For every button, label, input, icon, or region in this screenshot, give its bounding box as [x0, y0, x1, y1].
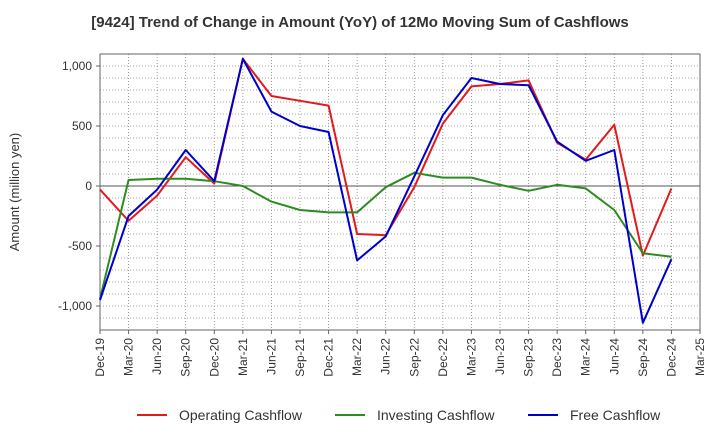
x-axis: Dec-19 Mar-20 Jun-20 Sep-20 Dec-20 Mar-21 Jun-…: [93, 330, 707, 377]
x-tick-label: Jun-20: [150, 338, 164, 375]
y-tick-label: 1,000: [62, 59, 92, 73]
x-tick-label: Sep-24: [636, 338, 650, 377]
series-line-2: [99, 171, 672, 300]
x-tick-label: Sep-23: [522, 338, 536, 377]
series-line-3: [99, 57, 673, 324]
x-tick-label: Sep-22: [407, 338, 421, 377]
y-axis: -1,000 -500 0 500 1,000: [58, 59, 100, 313]
y-axis-label: Amount (million yen): [7, 133, 22, 252]
y-tick-label: -500: [68, 239, 92, 253]
x-tick-label: Dec-19: [93, 338, 107, 377]
plot-frame: [99, 53, 701, 331]
x-tick-label: Mar-24: [579, 338, 593, 376]
series: [99, 57, 673, 324]
x-tick-label: Jun-22: [379, 338, 393, 375]
legend-label: Investing Cashflow: [377, 407, 495, 423]
x-tick-label: Jun-24: [607, 338, 621, 375]
x-tick-label: Mar-23: [464, 338, 478, 376]
x-tick-label: Sep-21: [293, 338, 307, 377]
legend: Operating Cashflow Investing Cashflow Free…: [137, 407, 661, 423]
legend-label: Operating Cashflow: [179, 407, 303, 423]
y-tick-label: -1,000: [58, 299, 92, 313]
chart-title: [9424] Trend of Change in Amount (YoY) o…: [91, 14, 629, 31]
y-tick-label: 500: [72, 119, 92, 133]
x-tick-label: Mar-22: [350, 338, 364, 376]
x-tick-label: Jun-21: [264, 338, 278, 375]
x-tick-label: Dec-22: [436, 338, 450, 377]
series-line-1: [99, 57, 673, 257]
legend-label: Free Cashflow: [570, 407, 661, 423]
x-tick-label: Dec-21: [322, 338, 336, 377]
x-tick-label: Sep-20: [179, 338, 193, 377]
x-tick-label: Mar-20: [122, 338, 136, 376]
x-tick-label: Mar-25: [693, 338, 707, 376]
grid: [100, 54, 700, 330]
y-tick-label: 0: [85, 179, 92, 193]
x-tick-label: Mar-21: [236, 338, 250, 376]
x-tick-label: Dec-24: [664, 338, 678, 377]
x-tick-label: Dec-20: [207, 338, 221, 377]
x-tick-label: Jun-23: [493, 338, 507, 375]
x-tick-label: Dec-23: [550, 338, 564, 377]
